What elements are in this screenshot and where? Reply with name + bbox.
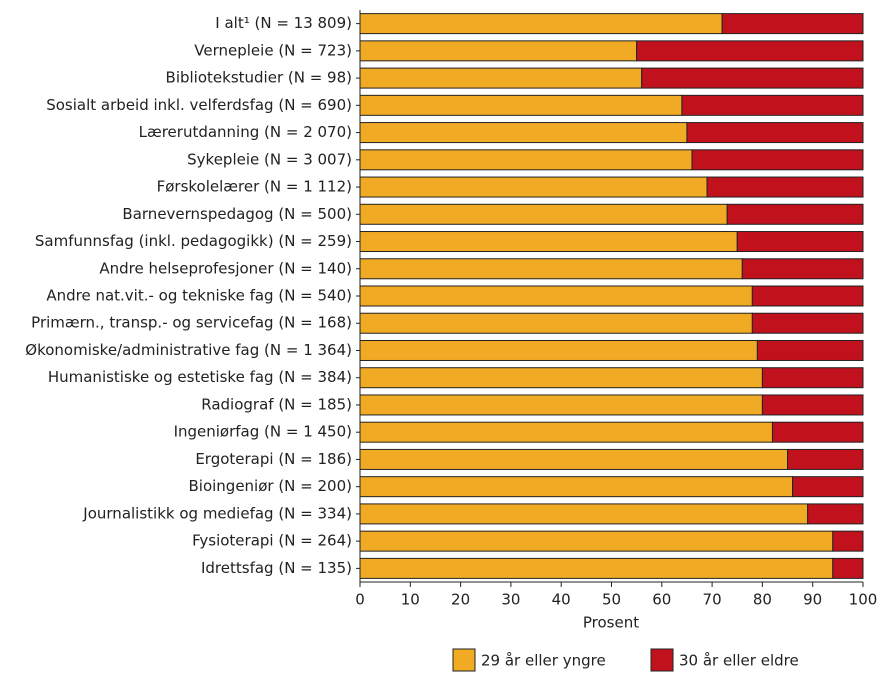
- bar-segment: [359, 530, 834, 552]
- y-tick-label: Lærerutdanning (N = 2 070): [139, 123, 352, 141]
- bar-segment: [691, 149, 864, 171]
- bar-segment: [359, 40, 638, 62]
- x-tick-label: 100: [849, 591, 878, 609]
- y-tick-label: Andre nat.vit.- og tekniske fag (N = 540…: [46, 287, 352, 305]
- y-tick-label: Samfunnsfag (inkl. pedagogikk) (N = 259): [35, 232, 352, 250]
- bar-segment: [359, 476, 794, 498]
- y-tick-label: Bioingeniør (N = 200): [188, 477, 352, 495]
- bar-segment: [359, 557, 834, 579]
- x-tick-label: 70: [703, 591, 722, 609]
- x-tick-label: 90: [803, 591, 822, 609]
- bar-segment: [721, 13, 864, 35]
- bar-segment: [359, 367, 763, 389]
- x-tick-label: 10: [401, 591, 420, 609]
- x-tick-label: 40: [552, 591, 571, 609]
- bar-segment: [359, 67, 643, 89]
- bar-segment: [359, 421, 773, 443]
- bar-segment: [359, 176, 708, 198]
- bar-segment: [641, 67, 864, 89]
- legend-label: 30 år eller eldre: [679, 652, 799, 670]
- bar-segment: [359, 448, 789, 470]
- y-tick-label: Radiograf (N = 185): [201, 395, 352, 413]
- bar-segment: [736, 231, 864, 253]
- y-tick-label: Idrettsfag (N = 135): [201, 559, 352, 577]
- y-tick-label: Journalistikk og mediefag (N = 334): [82, 504, 352, 522]
- bar-segment: [359, 94, 683, 116]
- bar-segment: [681, 94, 864, 116]
- bar-segment: [832, 530, 864, 552]
- x-tick-label: 20: [451, 591, 470, 609]
- legend-label: 29 år eller yngre: [481, 652, 606, 670]
- y-tick-label: Sosialt arbeid inkl. velferdsfag (N = 69…: [46, 96, 352, 114]
- y-tick-label: Ingeniørfag (N = 1 450): [174, 423, 352, 441]
- bar-segment: [741, 258, 864, 280]
- bar-segment: [359, 339, 758, 361]
- bar-segment: [832, 557, 864, 579]
- bar-segment: [771, 421, 864, 443]
- bar-segment: [359, 285, 753, 307]
- y-tick-label: Økonomiske/administrative fag (N = 1 364…: [25, 341, 352, 359]
- legend-swatch: [650, 648, 674, 672]
- x-tick-label: 30: [501, 591, 520, 609]
- y-tick-label: Andre helseprofesjoner (N = 140): [99, 259, 352, 277]
- bar-segment: [792, 476, 864, 498]
- bar-segment: [359, 122, 688, 144]
- bar-segment: [359, 394, 763, 416]
- bar-segment: [686, 122, 864, 144]
- bar-segment: [636, 40, 864, 62]
- bar-segment: [359, 503, 809, 525]
- bar-segment: [761, 367, 864, 389]
- y-tick-label: Primærn., transp.- og servicefag (N = 16…: [31, 314, 352, 332]
- bar-segment: [761, 394, 864, 416]
- y-tick-label: Ergoterapi (N = 186): [195, 450, 352, 468]
- y-tick-label: Førskolelærer (N = 1 112): [157, 178, 352, 196]
- bar-segment: [359, 258, 743, 280]
- bar-segment: [359, 231, 738, 253]
- x-tick-label: 50: [602, 591, 621, 609]
- y-tick-label: I alt¹ (N = 13 809): [215, 14, 352, 32]
- bar-segment: [787, 448, 864, 470]
- y-tick-label: Vernepleie (N = 723): [194, 41, 352, 59]
- legend-swatch: [452, 648, 476, 672]
- bar-segment: [807, 503, 864, 525]
- y-tick-label: Humanistiske og estetiske fag (N = 384): [48, 368, 352, 386]
- bar-segment: [751, 285, 864, 307]
- y-tick-label: Barnevernspedagog (N = 500): [122, 205, 352, 223]
- bar-segment: [756, 339, 864, 361]
- bar-segment: [359, 149, 693, 171]
- x-tick-label: 60: [652, 591, 671, 609]
- bar-segment: [726, 203, 864, 225]
- x-tick-label: 0: [355, 591, 365, 609]
- y-tick-label: Fysioterapi (N = 264): [192, 532, 352, 550]
- bar-segment: [751, 312, 864, 334]
- bar-segment: [359, 312, 753, 334]
- y-tick-label: Bibliotekstudier (N = 98): [166, 69, 352, 87]
- bar-segment: [359, 13, 723, 35]
- x-axis-label: Prosent: [583, 614, 639, 632]
- x-tick-label: 80: [753, 591, 772, 609]
- bar-segment: [359, 203, 728, 225]
- bar-segment: [706, 176, 864, 198]
- y-tick-label: Sykepleie (N = 3 007): [187, 150, 352, 168]
